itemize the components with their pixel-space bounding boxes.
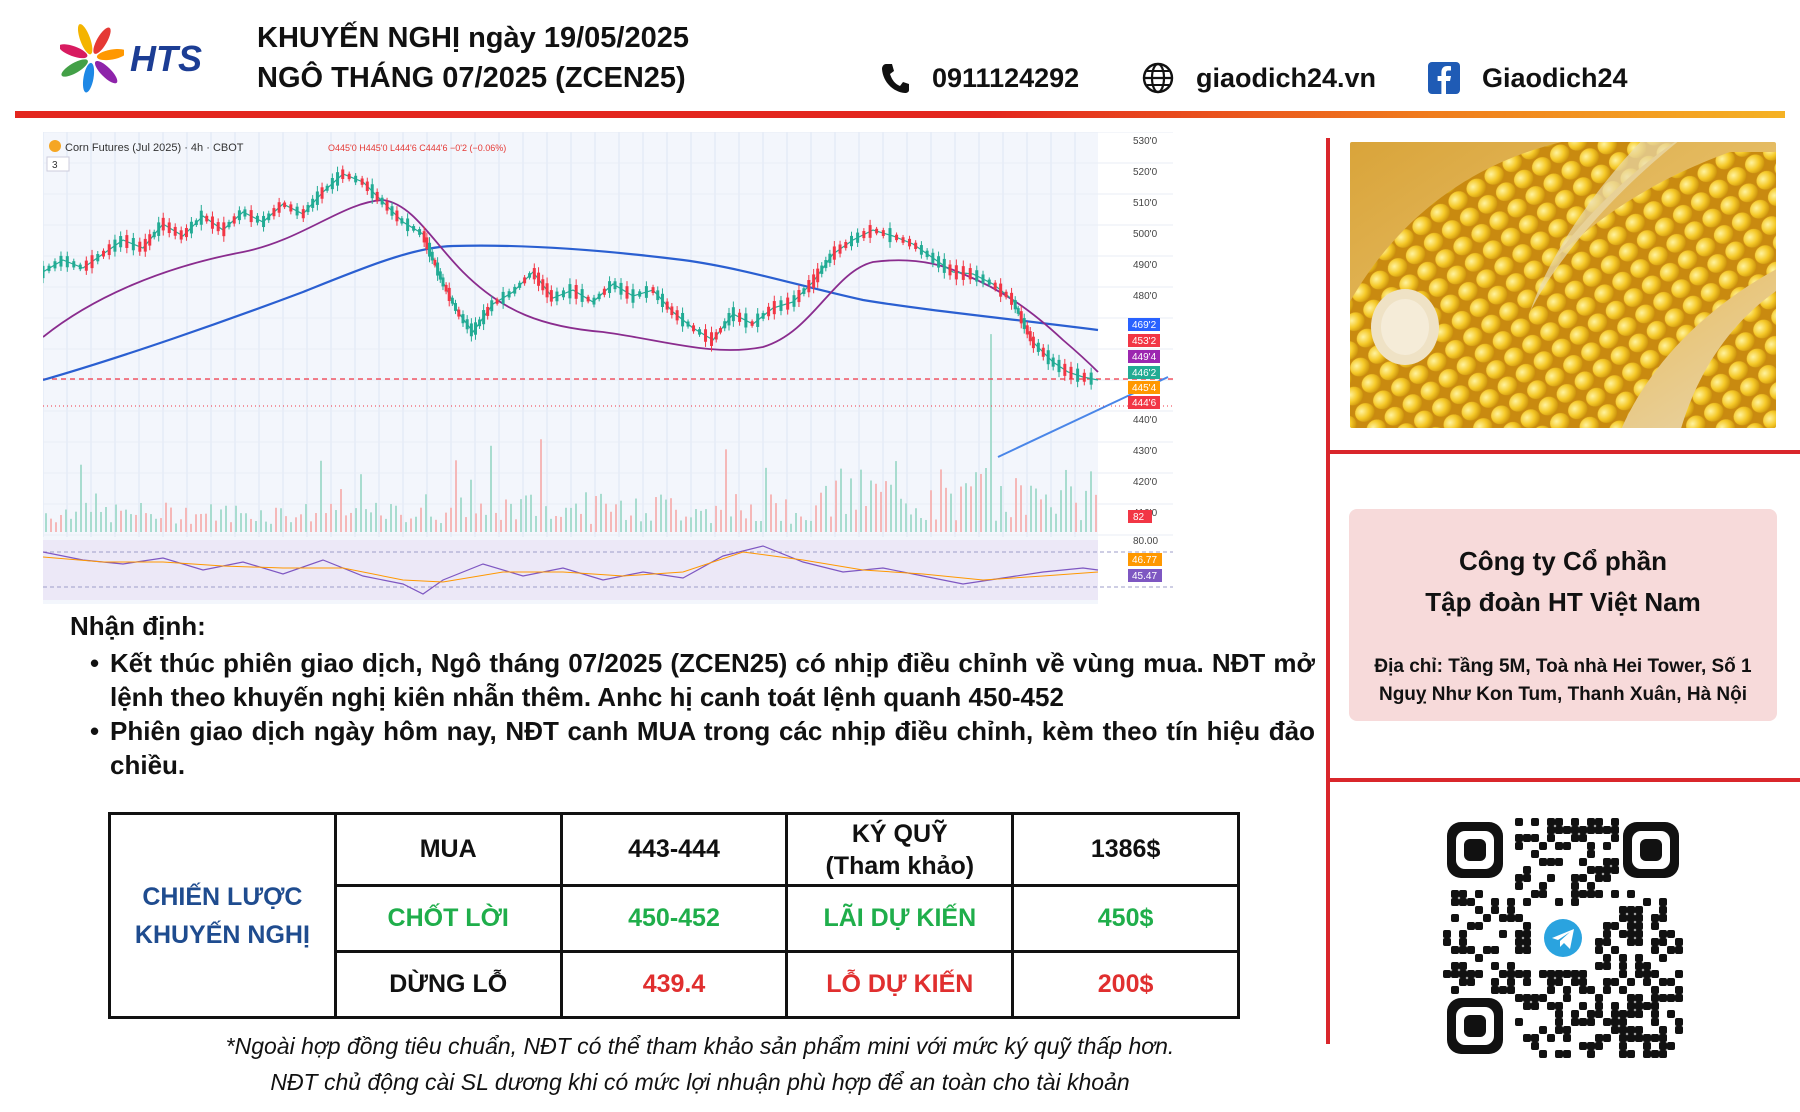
- strategy-label-cell: CHIẾN LƯỢC KHUYẾN NGHỊ: [108, 812, 337, 1019]
- column-divider: [1326, 138, 1330, 1044]
- website-link: giaodich24.vn: [1196, 62, 1377, 93]
- qr-finder-top-left: [1447, 822, 1503, 878]
- rsi-signal-line: [43, 551, 1099, 583]
- rsi-tag: [1128, 553, 1162, 566]
- rsi-axis-label: 80.00: [1133, 536, 1158, 547]
- contact-facebook[interactable]: Giaodich24: [1428, 60, 1628, 96]
- qr-finder-top-right: [1623, 822, 1679, 878]
- analysis-heading: Nhận định:: [70, 611, 206, 641]
- rsi-line: [43, 545, 1099, 595]
- strategy-label-line1: CHIẾN LƯỢC: [142, 882, 303, 911]
- price-tag: [1128, 381, 1160, 394]
- price-tag-label: 446'2: [1132, 368, 1157, 379]
- qr-finder-bottom-left: [1447, 998, 1503, 1054]
- rsi-tag-label: 45.47: [1132, 571, 1157, 582]
- telegram-qr-code[interactable]: [1443, 818, 1683, 1058]
- price-axis-label: 520'0: [1133, 167, 1158, 178]
- price-axis-label: 530'0: [1133, 136, 1158, 147]
- price-chart[interactable]: Corn Futures (Jul 2025) · 4h · CBOT O445…: [43, 132, 1273, 604]
- volume-tag-label: 82: [1133, 512, 1145, 523]
- margin-label-cell: KÝ QUỸ (Tham khảo): [785, 812, 1015, 887]
- price-tag: [1128, 366, 1160, 379]
- contact-phone[interactable]: 0911124292: [880, 60, 1079, 96]
- analysis-section: Nhận định: Kết thúc phiên giao dịch, Ngô…: [70, 610, 1315, 782]
- volume-bars: [45, 334, 1097, 532]
- price-axis-label: 430'0: [1133, 446, 1158, 457]
- price-chart-svg[interactable]: Corn Futures (Jul 2025) · 4h · CBOT O445…: [43, 132, 1273, 604]
- price-tag: [1128, 396, 1160, 409]
- stop-loss-value: 439.4: [559, 950, 789, 1019]
- chart-symbol-title: Corn Futures (Jul 2025) · 4h · CBOT: [65, 142, 244, 154]
- expected-profit-label: LÃI DỰ KIẾN: [785, 884, 1015, 953]
- indicator-collapse-button[interactable]: [46, 156, 70, 172]
- footnote-line2: NĐT chủ động cài SL dương khi có mức lợi…: [270, 1069, 1130, 1095]
- price-tag: [1128, 350, 1160, 363]
- right-divider-2: [1326, 778, 1800, 782]
- rsi-tag-label: 46.77: [1132, 555, 1157, 566]
- rsi-tags: 46.77 45.47: [1128, 553, 1162, 582]
- footnotes: *Ngoài hợp đồng tiêu chuẩn, NĐT có thể t…: [150, 1028, 1250, 1100]
- margin-label-line1: KÝ QUỸ: [851, 819, 948, 848]
- price-axis-label: 480'0: [1133, 291, 1158, 302]
- phone-number: 0911124292: [932, 62, 1080, 93]
- globe-icon: [1142, 62, 1174, 94]
- price-tags: 469'2 453'2 449'4 446'2 445'4 444'6 82: [1128, 318, 1160, 523]
- company-address-line2: Nguỵ Như Kon Tum, Thanh Xuân, Hà Nội: [1378, 684, 1748, 705]
- symbol-logo-icon: [49, 140, 61, 152]
- indicator-count: 3: [52, 160, 58, 171]
- price-tag: [1128, 318, 1160, 331]
- expected-loss-label: LỖ DỰ KIẾN: [785, 950, 1015, 1019]
- analysis-bullet: Kết thúc phiên giao dịch, Ngô tháng 07/2…: [70, 646, 1315, 714]
- chart-grid: [43, 132, 1173, 537]
- margin-label-line2: (Tham khảo): [825, 851, 975, 880]
- strategy-label-line2: KHUYẾN NGHỊ: [134, 920, 310, 949]
- facebook-icon: [1428, 62, 1460, 94]
- chart-ohlc: O445'0 H445'0 L444'6 C444'6 −0'2 (−0.06%…: [328, 143, 506, 153]
- price-axis-label: 500'0: [1133, 229, 1158, 240]
- corn-image: [1350, 142, 1776, 428]
- footnote-line1: *Ngoài hợp đồng tiêu chuẩn, NĐT có thể t…: [225, 1033, 1175, 1059]
- price-axis-label: 510'0: [1133, 198, 1158, 209]
- stop-loss-label: DỪNG LỖ: [333, 950, 563, 1019]
- strategy-table: CHIẾN LƯỢC KHUYẾN NGHỊ MUA 443-444 KÝ QU…: [108, 812, 1240, 1019]
- expected-profit-value: 450$: [1011, 884, 1240, 953]
- header-divider: [15, 111, 1785, 118]
- analysis-list: Kết thúc phiên giao dịch, Ngô tháng 07/2…: [70, 646, 1315, 782]
- buy-label: MUA: [333, 812, 563, 887]
- contact-website[interactable]: giaodich24.vn: [1142, 60, 1376, 96]
- price-tag-label: 444'6: [1132, 398, 1157, 409]
- company-address-line1: Địa chỉ: Tầng 5M, Toà nhà Hei Tower, Số …: [1374, 656, 1752, 677]
- price-axis-label: 490'0: [1133, 260, 1158, 271]
- company-name-line2: Tập đoàn HT Việt Nam: [1425, 587, 1701, 617]
- take-profit-label: CHỐT LỜI: [333, 884, 563, 953]
- hts-logo: HTS: [60, 22, 210, 94]
- take-profit-value: 450-452: [559, 884, 789, 953]
- page-subtitle: NGÔ THÁNG 07/2025 (ZCEN25): [257, 62, 686, 94]
- price-tag-label: 449'4: [1132, 352, 1157, 363]
- page-title: KHUYẾN NGHỊ ngày 19/05/2025: [257, 22, 689, 54]
- price-axis-label: 440'0: [1133, 415, 1158, 426]
- volume-tag: [1128, 510, 1152, 523]
- margin-value: 1386$: [1011, 812, 1240, 887]
- hts-logo-mark-icon: [60, 24, 124, 93]
- facebook-link: Giaodich24: [1482, 62, 1628, 93]
- buy-value: 443-444: [559, 812, 789, 887]
- price-tag-label: 469'2: [1132, 320, 1157, 331]
- price-candles: [43, 165, 1093, 390]
- price-tag: [1128, 334, 1160, 347]
- company-card: Công ty Cổ phần Tập đoàn HT Việt Nam Địa…: [1349, 509, 1777, 721]
- right-divider-1: [1326, 450, 1800, 454]
- phone-icon: [882, 64, 909, 93]
- analysis-bullet: Phiên giao dịch ngày hôm nay, NĐT canh M…: [70, 714, 1315, 782]
- ma-200-line: [43, 244, 1099, 382]
- price-tag-label: 445'4: [1132, 383, 1157, 394]
- price-tag-label: 453'2: [1132, 336, 1157, 347]
- logo-text: HTS: [130, 38, 202, 79]
- price-axis-label: 420'0: [1133, 477, 1158, 488]
- company-name-line1: Công ty Cổ phần: [1459, 546, 1667, 576]
- telegram-icon: [1544, 919, 1582, 957]
- expected-loss-value: 200$: [1011, 950, 1240, 1019]
- rsi-tag: [1128, 569, 1162, 582]
